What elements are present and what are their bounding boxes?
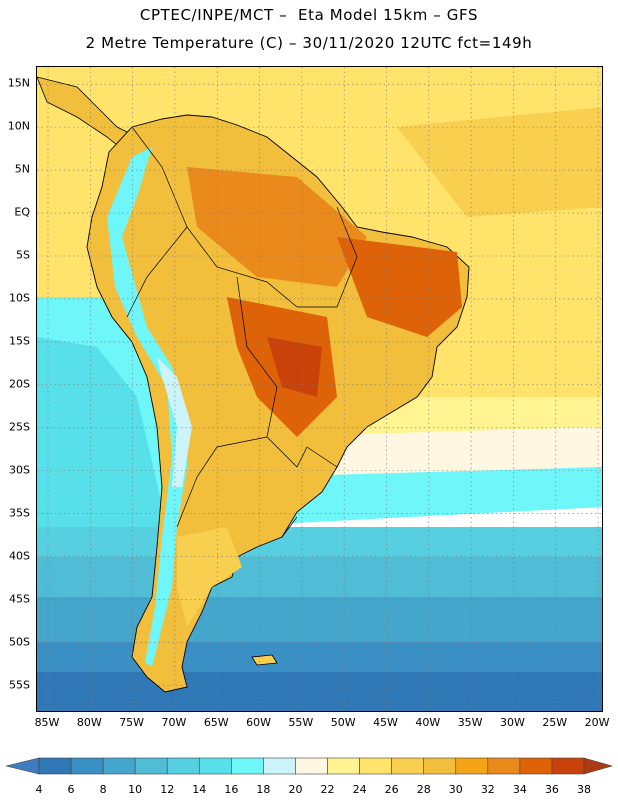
colorbar-under-arrow <box>5 757 40 775</box>
latitude-label: 5N <box>14 162 30 176</box>
colorbar-segment <box>295 757 328 775</box>
colorbar-tick-label: 16 <box>224 783 239 796</box>
colorbar-tick-label: 12 <box>160 783 175 796</box>
colorbar-segment <box>455 757 489 775</box>
colorbar-tick-label: 4 <box>35 783 43 796</box>
latitude-label: 25S <box>9 420 30 434</box>
longitude-label: 20W <box>584 716 610 729</box>
longitude-label: 85W <box>34 716 60 729</box>
temperature-map <box>36 66 603 712</box>
latitude-label: EQ <box>14 205 30 219</box>
colorbar-tick-label: 32 <box>480 783 495 796</box>
colorbar-tick-label: 38 <box>577 783 591 796</box>
longitude-label: 40W <box>415 716 441 729</box>
colorbar-segment <box>391 757 425 775</box>
latitude-label: 45S <box>9 592 30 606</box>
andes-cold-strip <box>107 147 187 667</box>
map-title-line2: 2 Metre Temperature (C) – 30/11/2020 12U… <box>85 34 533 52</box>
longitude-label: 25W <box>542 716 568 729</box>
latitude-label: 35S <box>9 506 30 520</box>
colorbar-segment <box>263 757 296 775</box>
colorbar-segment <box>359 757 392 775</box>
colorbar-tick-label: 10 <box>128 783 143 796</box>
colorbar-segment <box>102 757 136 775</box>
hot-zone-amazon <box>187 167 367 287</box>
temperature-colorbar <box>5 757 614 775</box>
ocean-band-10 <box>37 597 602 642</box>
falkland-islands <box>251 654 278 666</box>
colorbar-over-arrow <box>583 757 614 775</box>
colorbar-tick-label: 8 <box>99 783 107 796</box>
latitude-label: 5S <box>16 248 30 262</box>
colorbar-segment <box>198 757 232 775</box>
ocean-band-16 <box>37 337 167 537</box>
latitude-label: 15S <box>9 334 30 348</box>
colorbar-tick-label: 6 <box>67 783 75 796</box>
colorbar-tick-label: 22 <box>320 783 335 796</box>
latitude-label: 10N <box>7 119 30 133</box>
map-title-line1: CPTEC/INPE/MCT – Eta Model 15km – GFS <box>139 6 479 24</box>
latitude-label: 30S <box>9 463 30 477</box>
colorbar-segment <box>231 757 264 775</box>
longitude-label: 60W <box>246 716 271 729</box>
latitude-label: 20S <box>9 377 30 391</box>
longitude-label: 65W <box>203 716 229 729</box>
longitude-label: 75W <box>119 716 145 729</box>
colorbar-tick-label: 34 <box>512 783 527 796</box>
hot-zone-core <box>267 337 322 397</box>
colorbar-segment <box>166 757 200 775</box>
ocean-band-6 <box>37 672 602 711</box>
colorbar-segment <box>327 757 360 775</box>
longitude-label: 80W <box>76 716 102 729</box>
longitude-label: 70W <box>161 716 187 729</box>
colorbar-tick-label: 28 <box>416 783 431 796</box>
latitude-label: 40S <box>9 549 30 563</box>
colorbar-tick-label: 36 <box>544 783 559 796</box>
andes-peaks <box>157 357 192 487</box>
latitude-label: 10S <box>9 291 30 305</box>
colorbar-segment <box>38 757 72 775</box>
latitude-label: 15N <box>7 76 30 90</box>
colorbar-tick-label: 20 <box>288 783 303 796</box>
colorbar-segment <box>487 757 521 775</box>
ocean-band-14 <box>37 527 602 557</box>
ocean-band-warm-atlantic <box>397 107 602 217</box>
colorbar-tick-label: 26 <box>384 783 399 796</box>
colorbar-tick-label: 30 <box>448 783 463 796</box>
longitude-label: 45W <box>373 716 398 729</box>
colorbar-segment <box>134 757 168 775</box>
colorbar-segment <box>551 757 585 775</box>
latitude-label: 55S <box>9 678 30 691</box>
latitude-label: 50S <box>9 635 30 649</box>
south-cool-zone <box>177 527 242 627</box>
ocean-band-12 <box>37 557 602 597</box>
hot-zone-northeast <box>337 237 462 337</box>
colorbar-segment <box>423 757 457 775</box>
ocean-band-8 <box>37 642 602 672</box>
longitude-label: 55W <box>288 716 314 729</box>
longitude-label: 30W <box>500 716 525 729</box>
longitude-label: 50W <box>330 716 356 729</box>
colorbar-tick-label: 14 <box>192 783 207 796</box>
colorbar-segment <box>70 757 104 775</box>
colorbar-segment <box>519 757 553 775</box>
grid-lines <box>37 67 602 711</box>
country-borders <box>126 126 358 538</box>
colorbar-tick-label: 24 <box>352 783 367 796</box>
colorbar-tick-label: 18 <box>256 783 271 796</box>
longitude-label: 35W <box>457 716 483 729</box>
